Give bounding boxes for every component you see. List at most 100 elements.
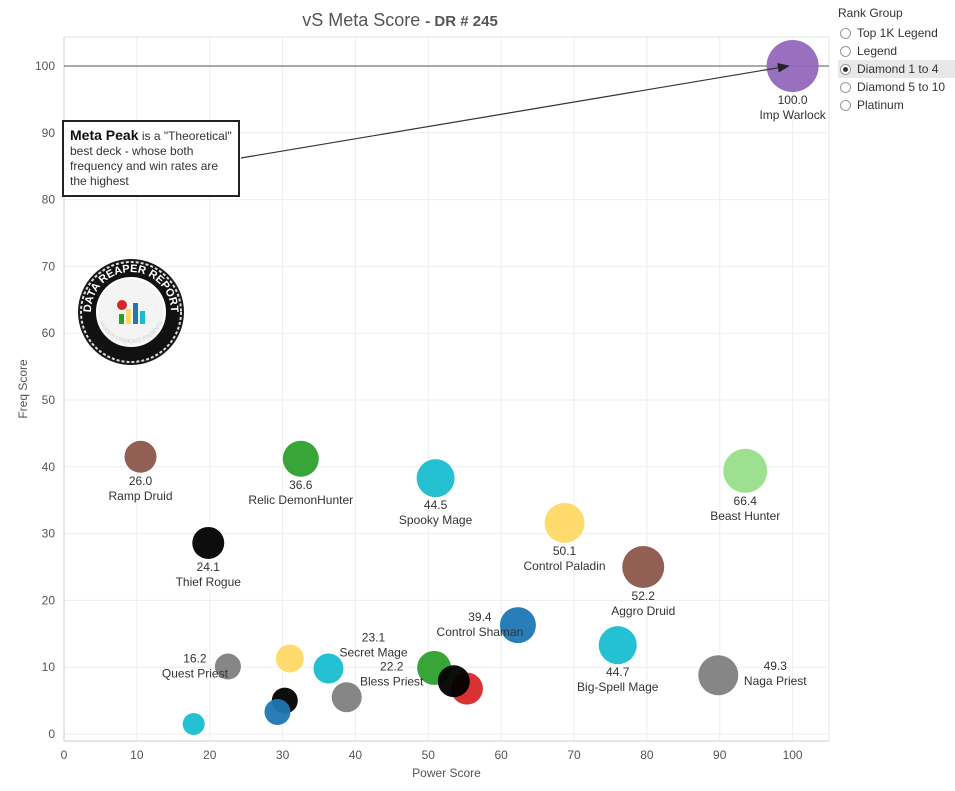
legend-item-label: Top 1K Legend	[857, 26, 938, 40]
x-tick-label: 80	[640, 748, 654, 762]
meta-peak-callout: Meta Peak is a "Theoretical" best deck -…	[62, 120, 240, 197]
x-tick-label: 40	[349, 748, 363, 762]
logo-graphic: DATA REAPER REPORT VICIOUS SYNDICATE PRE…	[80, 261, 182, 363]
y-axis-title: Freq Score	[16, 359, 30, 419]
point-value-label: 22.2	[380, 659, 404, 673]
x-tick-label: 10	[130, 748, 144, 762]
data-point[interactable]	[544, 502, 585, 543]
point-name-label: Spooky Mage	[399, 513, 473, 527]
data-reaper-logo: DATA REAPER REPORT VICIOUS SYNDICATE PRE…	[78, 259, 184, 365]
radio-icon	[840, 45, 851, 57]
data-point[interactable]	[313, 653, 344, 684]
legend-item-label: Platinum	[857, 98, 904, 112]
x-axis-title: Power Score	[412, 766, 481, 780]
chart-title-text: vS Meta Score	[302, 10, 421, 30]
data-point[interactable]	[598, 626, 637, 665]
data-point[interactable]	[437, 665, 470, 698]
y-tick-label: 40	[42, 460, 56, 474]
legend-item-label: Diamond 1 to 4	[857, 62, 939, 76]
point-value-label: 44.5	[424, 498, 448, 512]
y-tick-label: 0	[48, 727, 55, 741]
data-point[interactable]	[264, 698, 291, 725]
data-point[interactable]	[723, 448, 768, 493]
point-value-label: 16.2	[183, 652, 207, 666]
y-tick-label: 90	[42, 126, 56, 140]
y-tick-label: 10	[42, 660, 56, 674]
radio-icon	[840, 81, 851, 93]
points	[124, 40, 819, 735]
point-value-label: 36.6	[289, 478, 313, 492]
x-tick-label: 100	[783, 748, 803, 762]
point-name-label: Control Shaman	[437, 625, 524, 639]
x-tick-label: 90	[713, 748, 727, 762]
point-name-label: Thief Rogue	[176, 575, 242, 589]
x-tick-label: 0	[61, 748, 68, 762]
legend-radio-legend[interactable]: Legend	[838, 42, 955, 60]
point-value-label: 52.2	[632, 589, 656, 603]
radio-icon	[840, 99, 851, 111]
scatter-chart: 0 10 20 30 40 50 60 70 80 90 100 0 10 20 30 40 50 60 70 80 9…	[16, 36, 830, 780]
data-point[interactable]	[214, 653, 241, 680]
legend-item-label: Legend	[857, 44, 898, 58]
point-value-label: 44.7	[606, 665, 630, 679]
ticks: 0 10 20 30 40 50 60 70 80 90 100 0 10 20 30 40 50 60 70 80 9…	[35, 59, 803, 762]
point-value-label: 23.1	[362, 631, 386, 645]
point-name-label: Aggro Druid	[611, 604, 675, 618]
y-tick-label: 60	[42, 326, 56, 340]
data-point[interactable]	[124, 440, 157, 473]
point-name-label: Ramp Druid	[108, 489, 172, 503]
point-name-label: Bless Priest	[360, 674, 424, 688]
y-tick-label: 50	[42, 393, 56, 407]
legend-radio-diamond-1-to-4[interactable]: Diamond 1 to 4	[838, 60, 955, 78]
chart-subtitle: - DR # 245	[425, 13, 498, 30]
x-tick-label: 50	[422, 748, 436, 762]
y-tick-label: 70	[42, 259, 56, 273]
y-tick-label: 30	[42, 527, 56, 541]
point-name-label: Big-Spell Mage	[577, 680, 659, 694]
point-name-label: Quest Priest	[162, 667, 229, 681]
point-value-label: 66.4	[734, 494, 758, 508]
data-point[interactable]	[192, 526, 225, 559]
x-tick-label: 30	[276, 748, 290, 762]
point-value-label: 24.1	[197, 560, 221, 574]
data-point[interactable]	[622, 546, 665, 588]
data-point[interactable]	[331, 682, 362, 713]
callout-arrow-line	[240, 63, 790, 159]
point-value-label: 49.3	[764, 659, 788, 673]
point-value-label: 26.0	[129, 474, 153, 488]
data-point[interactable]	[416, 459, 455, 498]
data-point[interactable]	[766, 40, 819, 92]
data-point[interactable]	[698, 655, 739, 696]
data-point[interactable]	[282, 440, 319, 477]
legend-radio-diamond-5-to-10[interactable]: Diamond 5 to 10	[838, 78, 955, 96]
radio-icon	[840, 63, 851, 75]
point-name-label: Naga Priest	[744, 674, 807, 688]
point-name-label: Control Paladin	[524, 559, 606, 573]
point-name-label: Imp Warlock	[759, 108, 826, 122]
y-tick-label: 80	[42, 193, 56, 207]
callout-bold: Meta Peak	[70, 127, 139, 143]
point-name-label: Secret Mage	[339, 646, 407, 660]
rank-group-legend: Rank Group Top 1K Legend Legend Diamond 1 …	[838, 6, 955, 114]
x-tick-label: 70	[567, 748, 581, 762]
point-value-label: 50.1	[553, 544, 577, 558]
data-point[interactable]	[182, 712, 205, 735]
chart-title: vS Meta Score - DR # 245	[0, 10, 800, 31]
legend-title: Rank Group	[838, 6, 903, 20]
callout-arrow	[240, 63, 790, 159]
point-value-label: 39.4	[468, 610, 492, 624]
legend-radio-platinum[interactable]: Platinum	[838, 96, 955, 114]
point-name-label: Beast Hunter	[710, 509, 780, 523]
y-tick-label: 20	[42, 593, 56, 607]
data-point[interactable]	[275, 644, 304, 673]
callout-text: is a "Theoretical" best deck - whose bot…	[70, 129, 232, 188]
legend-radio-top-1k-legend[interactable]: Top 1K Legend	[838, 24, 955, 42]
y-tick-label: 100	[35, 59, 55, 73]
legend-items: Top 1K Legend Legend Diamond 1 to 4 Diamond…	[838, 24, 955, 114]
data-point[interactable]	[499, 607, 536, 644]
point-value-label: 100.0	[778, 93, 808, 107]
legend-item-label: Diamond 5 to 10	[857, 80, 946, 94]
x-tick-label: 60	[494, 748, 508, 762]
point-name-label: Relic DemonHunter	[248, 493, 353, 507]
